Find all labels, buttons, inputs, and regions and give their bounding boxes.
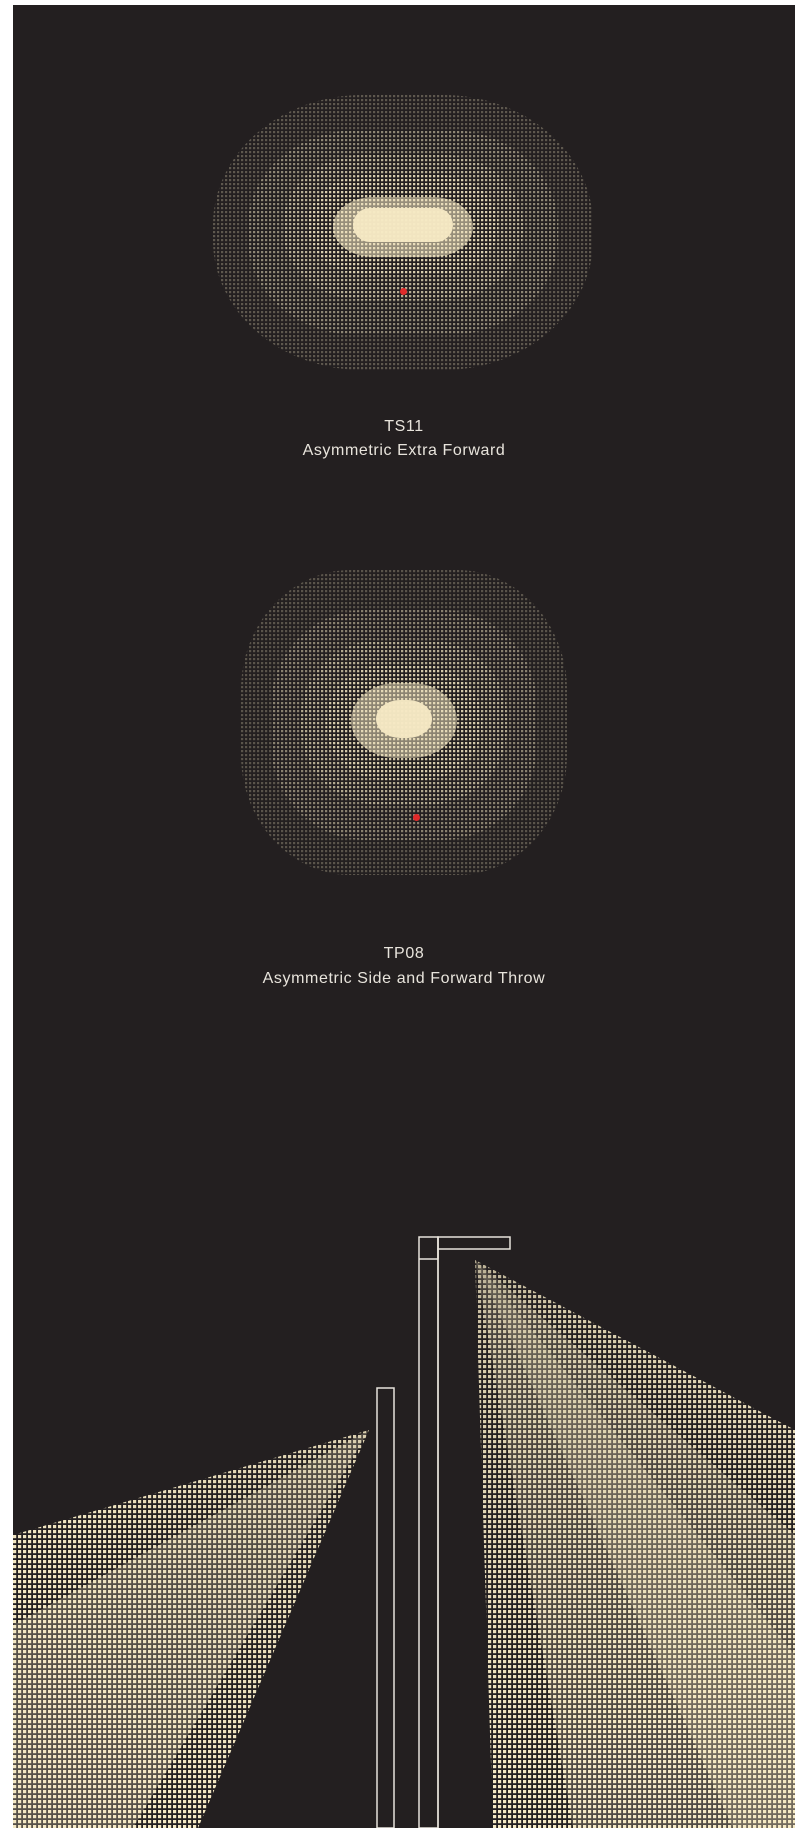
ts11-light-pattern [213,95,593,370]
ts11-code: TS11 [384,418,424,435]
street-light-pole-with-light-cones-icon [13,1236,795,1828]
tall-pole [418,1236,439,1828]
tp08-marker-icon [413,814,420,821]
ts11-name: Asymmetric Extra Forward [302,442,506,459]
tp08-light-pattern [241,570,567,875]
ts11-marker-icon [400,288,407,295]
tp08-code: TP08 [383,945,425,962]
luminaire-arm [437,1236,511,1250]
short-pole [376,1387,395,1828]
left-light-cone [13,1430,369,1828]
distribution-ts11 [213,95,593,370]
right-light-cone [475,1260,795,1828]
distribution-tp08 [241,570,567,875]
background-panel: TS11 Asymmetric Extra Forward TP08 Asymm… [13,5,795,1828]
tp08-name: Asymmetric Side and Forward Throw [262,970,546,987]
